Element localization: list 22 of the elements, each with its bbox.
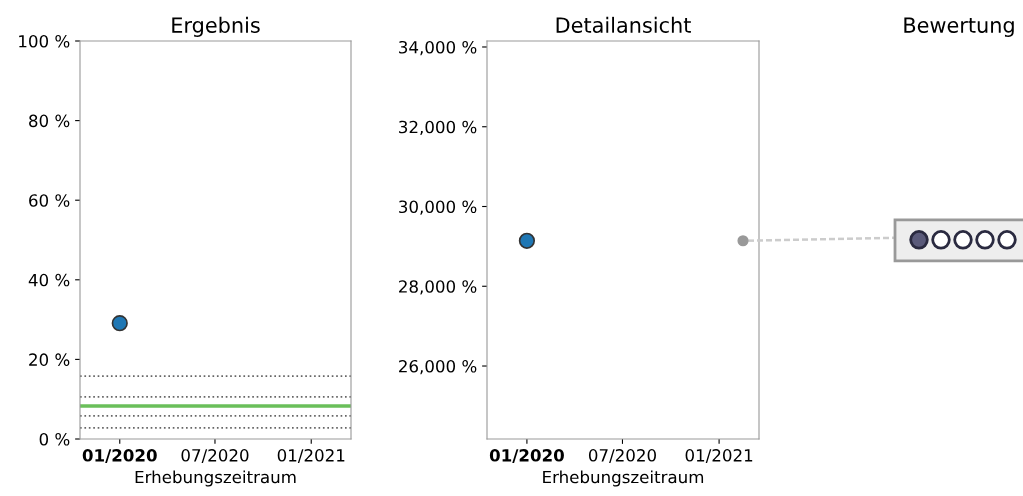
- x-tick-label: 07/2020: [181, 449, 249, 463]
- y-tick-label: 100 %: [19, 34, 70, 48]
- y-tick-label: 26,000 %: [399, 359, 477, 375]
- y-tick-label: 0 %: [39, 432, 70, 446]
- y-tick-label: 34,000 %: [399, 40, 477, 56]
- x-tick-label: 01/2020: [82, 449, 157, 463]
- chart-title: Detailansicht: [556, 16, 691, 33]
- text: Bewertung: [904, 17, 1014, 37]
- chart-title: Ergebnis: [172, 16, 260, 37]
- x-tick-label: 01/2020: [489, 449, 564, 463]
- y-tick-label: 20 %: [29, 353, 70, 366]
- y-tick-label: 32,000 %: [399, 120, 477, 136]
- x-tick-label: 01/2021: [685, 449, 753, 463]
- x-axis-title: Erhebungszeitraum: [135, 470, 296, 487]
- y-tick-label: 40 %: [28, 273, 70, 287]
- y-tick-label: 28,000 %: [399, 280, 477, 295]
- y-tick-label: 30,000 %: [399, 200, 477, 215]
- x-axis-title: Erhebungszeitraum: [543, 470, 704, 487]
- x-tick-label: 07/2020: [588, 449, 656, 463]
- x-tick-label: 01/2021: [277, 449, 345, 463]
- y-tick-label: 60 %: [29, 194, 70, 207]
- y-tick-label: 80 %: [29, 114, 70, 128]
